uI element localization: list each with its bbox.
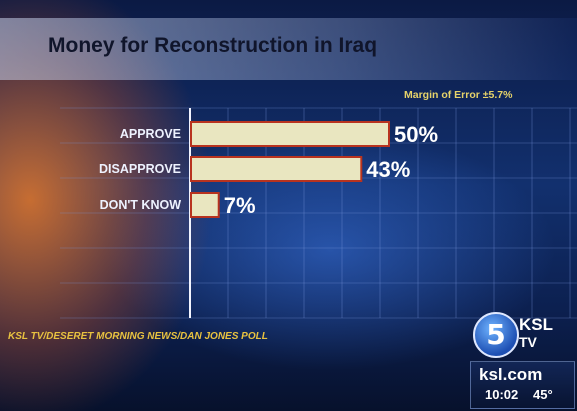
logo-tv-text: TV [519, 334, 537, 350]
category-label: DISAPPROVE [99, 162, 181, 176]
value-label: 43% [366, 157, 410, 182]
value-label: 50% [394, 122, 438, 147]
bar [190, 156, 363, 182]
category-label: APPROVE [120, 127, 181, 141]
logo-ksl-text: KSL [519, 315, 553, 334]
category-label: DON'T KNOW [100, 198, 182, 212]
chart-title: Money for Reconstruction in Iraq [48, 34, 378, 57]
margin-of-error: Margin of Error ±5.7% [404, 89, 513, 101]
bar [190, 192, 220, 218]
logo-five-circle: 5 [473, 312, 519, 358]
bug-site: ksl.com [479, 365, 543, 384]
value-label: 7% [224, 193, 256, 218]
bar [190, 121, 390, 147]
title-band [0, 18, 577, 80]
ksl-5-logo: 5 KSL TV [473, 312, 571, 358]
station-bug: ksl.com 10:02 45° [470, 361, 575, 409]
poll-credit: KSL TV/DESERET MORNING NEWS/DAN JONES PO… [8, 331, 268, 342]
bug-time: 10:02 [485, 387, 519, 402]
bug-temp: 45° [533, 387, 553, 402]
